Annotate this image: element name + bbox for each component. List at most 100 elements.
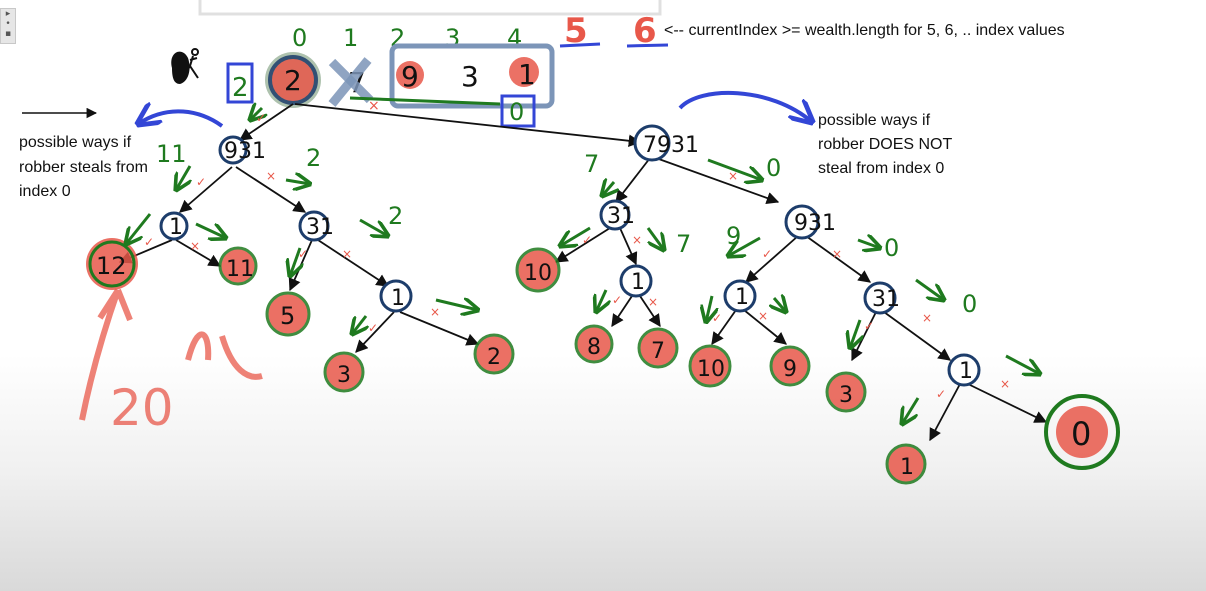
extra-index-label: 5 (564, 11, 588, 51)
leaf-result: 2 (473, 333, 515, 375)
svg-text:×: × (1000, 377, 1010, 391)
cross-out (328, 57, 372, 107)
tree-node-label: 1 (959, 359, 973, 384)
boxed-zero: 0 (509, 98, 524, 126)
leaf-value: 9 (783, 357, 797, 382)
answer-value: 20 (110, 379, 174, 437)
annotation-right-line: steal from index 0 (818, 160, 944, 177)
index-label: 0 (292, 24, 307, 52)
leaf-value: 3 (337, 363, 351, 388)
boxed-zero-box (500, 94, 536, 128)
tree-node (159, 211, 189, 241)
root-node (268, 55, 318, 105)
svg-text:✓: ✓ (256, 111, 266, 125)
edge-value: 0 (884, 234, 899, 262)
edge-value: 0 (766, 154, 781, 182)
svg-text:×: × (728, 169, 738, 183)
tree-node-label: 31 (872, 287, 900, 312)
top-frame (198, 0, 662, 16)
annotation-right: possible ways if robber DOES NOT steal f… (818, 112, 956, 177)
tree-node-label: 1 (735, 285, 749, 310)
leaf-result: 1 (885, 443, 927, 485)
leaf-value: 8 (587, 335, 601, 360)
tree-node-label: 1 (169, 215, 183, 240)
index-label: 1 (343, 24, 358, 52)
edge-value: 11 (156, 140, 187, 168)
edge-value: 9 (726, 222, 741, 250)
tree-node (723, 279, 757, 313)
left-sum: 2 (232, 73, 249, 103)
array-value: 3 (461, 60, 479, 93)
green-arrows (126, 108, 1040, 424)
tree-node (298, 210, 330, 242)
leaf-result: 0 (1044, 394, 1120, 470)
value-highlight (396, 61, 424, 89)
green-underline (349, 96, 501, 106)
annotation-right-line: possible ways if (818, 112, 931, 129)
svg-text:×: × (266, 169, 276, 183)
tree-node (218, 135, 248, 165)
extra-index-underline (559, 42, 601, 48)
edge-value: 2 (388, 202, 403, 230)
annotation-left: possible ways if robber steals from inde… (19, 134, 152, 200)
annotation-left-line: robber steals from (19, 159, 148, 176)
edge-value: 0 (962, 290, 977, 318)
leaf-value: 2 (487, 345, 501, 370)
blue-curved-arrow (678, 90, 812, 122)
extra-index-underline (626, 43, 669, 48)
svg-text:×: × (758, 309, 768, 323)
annotation-left-line: index 0 (19, 183, 71, 200)
blue-curved-arrow (138, 111, 224, 126)
left-sum-box (226, 62, 254, 104)
side-toolbar[interactable]: ▸ • ▪ (0, 8, 16, 44)
svg-text:×: × (832, 247, 842, 261)
leaf-value: 10 (524, 261, 552, 286)
edge-value: 2 (306, 144, 321, 172)
leaf-result: 10 (515, 247, 561, 293)
leaf-result: 9 (769, 345, 811, 387)
leaf-value: 1 (900, 455, 914, 480)
leaf-value: 7 (651, 339, 665, 364)
leaf-value: 5 (280, 302, 295, 330)
tree-node-label: 7931 (643, 133, 699, 158)
array-value: 1 (518, 58, 536, 91)
svg-text:✓: ✓ (582, 233, 592, 247)
leaf-result: 11 (218, 246, 258, 286)
svg-text:✓: ✓ (298, 247, 308, 261)
svg-text:×: × (632, 233, 642, 247)
tree-node-label: 31 (306, 215, 334, 240)
remaining-array-box (389, 43, 555, 109)
tree-node (947, 353, 981, 387)
svg-text:✓: ✓ (762, 247, 772, 261)
tree-node (599, 199, 631, 231)
leaf-result: 8 (574, 324, 614, 364)
tree-node (863, 281, 897, 315)
tree-node-labels: 931 1 31 1 7931 31 1 931 1 31 1 (169, 133, 973, 384)
tree-edges (118, 103, 1048, 442)
svg-text:×: × (190, 239, 200, 253)
root-value: 2 (284, 64, 302, 97)
svg-text:×: × (430, 305, 440, 319)
svg-text:×: × (922, 311, 932, 325)
annotation-top-right: <-- currentIndex >= wealth.length for 5,… (664, 22, 1065, 39)
svg-text:✓: ✓ (144, 235, 154, 249)
leaf-value: 11 (226, 257, 254, 282)
tree-node-label: 931 (794, 211, 836, 236)
svg-text:✓: ✓ (612, 293, 622, 307)
tree-node-label: 931 (224, 139, 266, 164)
tree-nodes (159, 124, 981, 387)
svg-text:✓: ✓ (936, 387, 946, 401)
svg-text:×: × (648, 295, 658, 309)
svg-text:✓: ✓ (368, 321, 378, 335)
answer-note: 20 (79, 288, 263, 437)
leaf-result: 5 (265, 291, 311, 337)
tree-node-label: 1 (631, 270, 645, 295)
red-marks: ✓ ✓ × ✓ × ✓ × ✓ × × ✓ × ✓ × ✓ × ✓ × ✓ × ✓ × (144, 111, 1010, 401)
svg-text:✓: ✓ (196, 175, 206, 189)
leaf-value: 10 (697, 357, 725, 382)
leaf-value: 12 (96, 252, 127, 280)
leaf-result: 7 (637, 327, 679, 369)
extra-indices: 5 6 (564, 11, 657, 51)
leaf-result: 3 (323, 351, 365, 393)
